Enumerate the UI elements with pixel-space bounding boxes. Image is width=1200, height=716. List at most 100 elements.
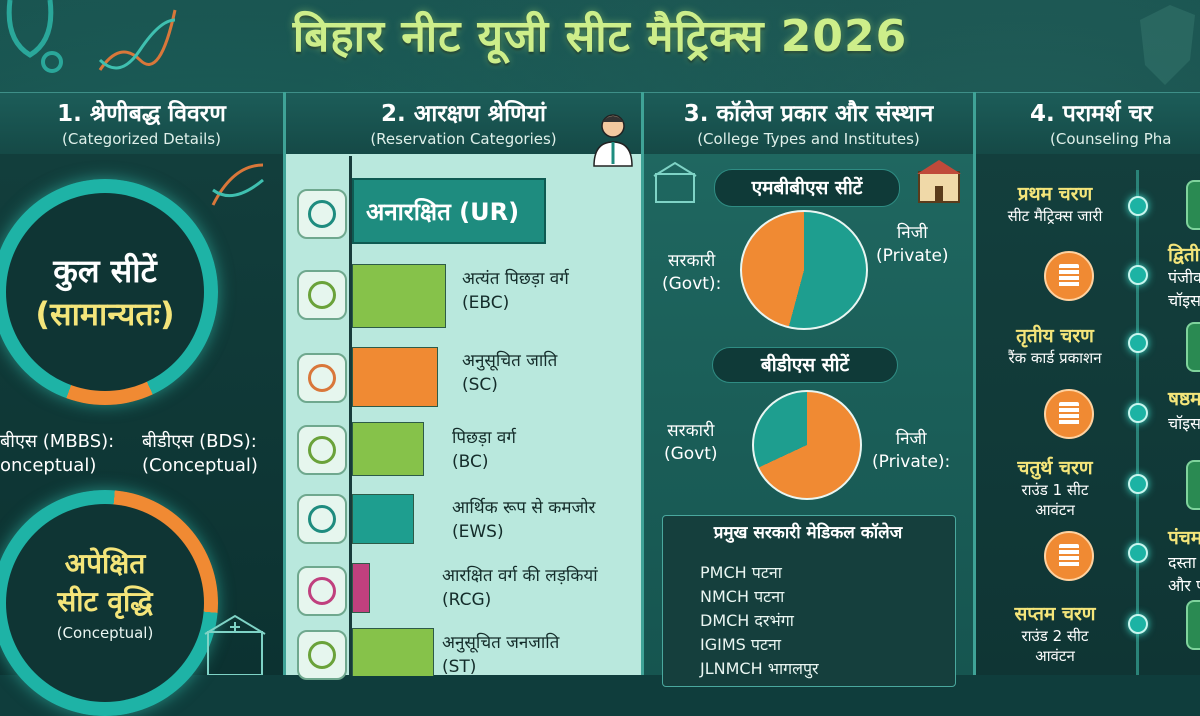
college-item: JLNMCH भागलपुर <box>700 659 819 678</box>
bihar-map-icon <box>1140 5 1195 85</box>
total-seats-label: कुल सीटें <box>53 252 157 290</box>
timeline-dot <box>1128 333 1148 353</box>
seat-growth-ring: अपेक्षित सीट वृद्धि (Conceptual) <box>0 490 218 716</box>
green-doc-icon <box>1186 600 1200 650</box>
stage-fourth-name: चतुर्थ चरण <box>1017 457 1093 479</box>
rcg-label: आरक्षित वर्ग की लड़कियां <box>442 566 598 586</box>
bds-seats-pill: बीडीएस सीटें <box>712 347 898 383</box>
column-divider <box>641 92 644 675</box>
college-item: PMCH पटना <box>700 563 782 582</box>
rcg-avatar-icon <box>297 566 347 616</box>
bc-bar <box>352 422 424 476</box>
mbbs-pie-chart <box>740 210 868 330</box>
mbbs-govt-hi: सरकारी <box>668 251 716 271</box>
column-divider <box>283 92 286 675</box>
mbbs-seats-pill: एमबीबीएस सीटें <box>714 169 900 207</box>
document-icon <box>1044 389 1094 439</box>
stage-seventh: सप्तम चरण राउंड 2 सीट आवंटन <box>985 600 1125 667</box>
stage-second-desc: पंजीक <box>1168 268 1200 287</box>
st-code: (ST) <box>442 656 477 677</box>
stage-fifth-desc: दस्ता <box>1168 553 1196 572</box>
bc-avatar-icon <box>297 425 347 475</box>
bds-sub: (Conceptual) <box>142 455 258 477</box>
ebc-label: अत्यंत पिछड़ा वर्ग <box>462 269 569 289</box>
dna-icon <box>211 163 264 206</box>
college-item: DMCH दरभंगा <box>700 611 794 630</box>
ur-category-bar: अनारक्षित (UR) <box>352 178 546 244</box>
ebc-category: अत्यंत पिछड़ा वर्ग (EBC) <box>462 268 569 316</box>
mbbs-govt-label: सरकारी (Govt): <box>662 250 721 296</box>
st-label: अनुसूचित जनजाति <box>442 633 560 653</box>
col4-heading-title: 4. परामर्श चर <box>1030 101 1153 127</box>
bds-pvt-hi: निजी <box>895 429 927 449</box>
col4-heading-sub: (Counseling Pha <box>1050 130 1172 148</box>
bds-govt-label: सरकारी (Govt) <box>664 420 718 466</box>
college-item: IGIMS पटना <box>700 635 782 654</box>
bc-category: पिछड़ा वर्ग (BC) <box>452 427 516 475</box>
stage-first-desc: सीट मैट्रिक्स जारी <box>1007 207 1103 225</box>
sc-bar <box>352 347 438 407</box>
document-icon <box>1044 531 1094 581</box>
timeline-dot <box>1128 543 1148 563</box>
ebc-bar <box>352 264 446 328</box>
stage-fourth: चतुर्थ चरण राउंड 1 सीट आवंटन <box>985 454 1125 521</box>
ur-label: अनारक्षित (UR) <box>366 197 520 226</box>
rcg-bar <box>352 563 370 613</box>
ews-code: (EWS) <box>452 521 504 542</box>
mbbs-pvt-label: निजी (Private) <box>876 222 949 268</box>
stage-second-name: द्विती <box>1168 244 1200 266</box>
mbbs-pvt-en: (Private) <box>876 245 949 266</box>
timeline-dot <box>1128 403 1148 423</box>
stage-third: तृतीय चरण रैंक कार्ड प्रकाशन <box>985 322 1125 368</box>
bds-pvt-en: (Private): <box>872 451 951 472</box>
ews-label: आर्थिक रूप से कमजोर <box>452 498 596 518</box>
bc-code: (BC) <box>452 451 489 472</box>
sc-code: (SC) <box>462 374 498 395</box>
timeline-dot <box>1128 196 1148 216</box>
green-doc-icon <box>1186 322 1200 372</box>
bc-label: पिछड़ा वर्ग <box>452 428 516 448</box>
stage-sixth-desc: चॉइस <box>1168 414 1200 433</box>
st-bar <box>352 628 434 676</box>
growth-line1: अपेक्षित <box>64 547 146 580</box>
green-doc-icon <box>1186 460 1200 510</box>
col2-heading-sub: (Reservation Categories) <box>370 130 557 148</box>
stage-sixth-name: षष्ठम <box>1168 388 1200 410</box>
stage-third-desc: रैंक कार्ड प्रकाशन <box>1008 349 1102 367</box>
col3-heading-sub: (College Types and Institutes) <box>697 130 920 148</box>
total-seats-inner: कुल सीटें (सामान्यतः) <box>6 193 204 391</box>
timeline-dot <box>1128 614 1148 634</box>
stage-seventh-desc2: आवंटन <box>1035 647 1075 666</box>
stage-third-name: तृतीय चरण <box>1016 325 1094 347</box>
seat-growth-inner: अपेक्षित सीट वृद्धि (Conceptual) <box>6 504 204 702</box>
col2-heading: 2. आरक्षण श्रेणियां (Reservation Categor… <box>286 96 641 148</box>
category-timeline <box>349 156 352 675</box>
bds-govt-en: (Govt) <box>664 443 718 464</box>
college-item: NMCH पटना <box>700 587 785 606</box>
bds-conceptual: बीडीएस (BDS): (Conceptual) <box>142 430 258 479</box>
st-avatar-icon <box>297 630 347 680</box>
col3-heading: 3. कॉलेज प्रकार और संस्थान (College Type… <box>644 96 973 148</box>
sc-category: अनुसूचित जाति (SC) <box>462 350 557 398</box>
stage-fourth-desc2: आवंटन <box>1035 501 1075 520</box>
ur-avatar-icon <box>297 189 347 239</box>
col1-heading-title: 1. श्रेणीबद्ध विवरण <box>57 101 226 127</box>
ebc-avatar-icon <box>297 270 347 320</box>
hospital-icon <box>204 614 266 675</box>
stage-fifth-name: पंचम <box>1168 527 1200 549</box>
sc-avatar-icon <box>297 353 347 403</box>
bds-govt-hi: सरकारी <box>667 421 715 441</box>
ews-category: आर्थिक रूप से कमजोर (EWS) <box>452 497 595 545</box>
bds-pvt-label: निजी (Private): <box>872 428 950 474</box>
mbbs-conceptual: बीएस (MBBS): onceptual) <box>0 430 114 479</box>
rcg-category: आरक्षित वर्ग की लड़कियां (RCG) <box>442 565 598 613</box>
stage-seventh-name: सप्तम चरण <box>1014 603 1096 625</box>
stage-seventh-desc1: राउंड 2 सीट <box>1021 627 1089 645</box>
timeline-dot <box>1128 474 1148 494</box>
st-category: अनुसूचित जनजाति (ST) <box>442 632 559 680</box>
col1-heading: 1. श्रेणीबद्ध विवरण (Categorized Details… <box>0 96 283 148</box>
col3-heading-title: 3. कॉलेज प्रकार और संस्थान <box>683 101 934 127</box>
mbbs-pvt-hi: निजी <box>896 223 928 243</box>
col1-heading-sub: (Categorized Details) <box>62 130 221 148</box>
col4-heading: 4. परामर्श चर (Counseling Pha <box>1000 96 1200 148</box>
